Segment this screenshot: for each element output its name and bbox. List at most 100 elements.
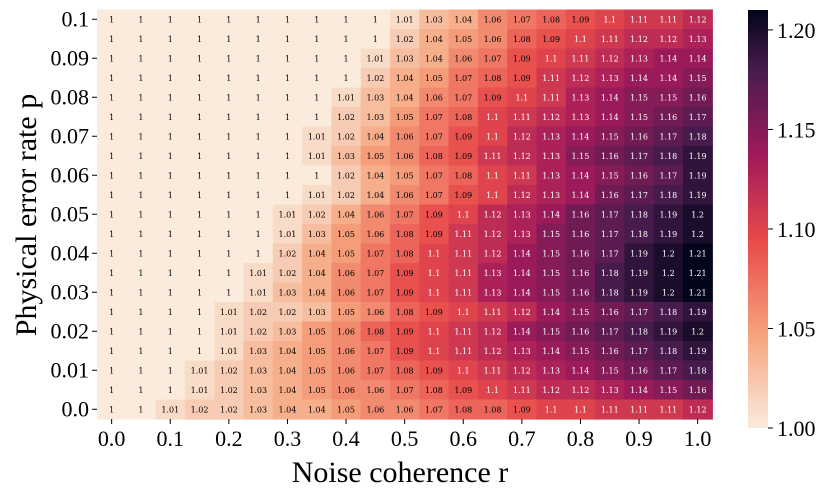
- cell-value-label: 1: [138, 74, 143, 83]
- heatmap-cell: [97, 185, 127, 206]
- heatmap-cell: [624, 146, 655, 167]
- cell-value-label: 1.17: [630, 308, 648, 317]
- heatmap-cell: [419, 341, 450, 362]
- heatmap-cell: [419, 9, 450, 30]
- cell-value-label: 1.1: [545, 54, 558, 63]
- heatmap-cell: [390, 146, 420, 167]
- heatmap-cell: [184, 9, 215, 30]
- heatmap-cell: [507, 9, 538, 30]
- heatmap-cell: [653, 224, 684, 245]
- heatmap-cell: [507, 321, 538, 342]
- heatmap-cell: [390, 302, 420, 323]
- heatmap-cell: [302, 302, 332, 323]
- heatmap-cell: [243, 126, 274, 147]
- cell-value-label: 1: [197, 210, 202, 219]
- heatmap-cell: [97, 165, 127, 186]
- cell-value-label: 1.04: [337, 210, 355, 219]
- cell-value-label: 1.11: [484, 152, 502, 161]
- cell-value-label: 1: [197, 347, 202, 356]
- heatmap-cell: [536, 302, 567, 323]
- y-tick-label: 0.09: [51, 45, 90, 70]
- heatmap-cell: [595, 399, 625, 420]
- heatmap-cell: [331, 126, 362, 147]
- heatmap-cell: [683, 68, 713, 89]
- heatmap-cell: [214, 107, 245, 128]
- heatmap-cell: [126, 204, 157, 225]
- cell-value-label: 1: [168, 386, 173, 395]
- heatmap-cell: [565, 341, 596, 362]
- cell-value-label: 1.1: [515, 93, 528, 102]
- cell-value-label: 1: [109, 74, 114, 83]
- cell-value-label: 1: [109, 249, 114, 258]
- cell-value-label: 1: [285, 74, 290, 83]
- cell-value-label: 1.07: [366, 366, 384, 375]
- cell-value-label: 1: [109, 152, 114, 161]
- cell-value-label: 1.12: [484, 347, 502, 356]
- cell-value-label: 1.04: [279, 405, 297, 414]
- heatmap-cell: [595, 185, 625, 206]
- heatmap-cell: [331, 399, 362, 420]
- cell-value-label: 1: [226, 210, 231, 219]
- heatmap-cell: [507, 68, 538, 89]
- heatmap-cell: [184, 126, 215, 147]
- cell-value-label: 1.19: [689, 308, 707, 317]
- cell-value-label: 1: [109, 113, 114, 122]
- heatmap-cell: [683, 204, 713, 225]
- heatmap-cell: [360, 321, 391, 342]
- cell-value-label: 1: [256, 74, 261, 83]
- cell-value-label: 1: [138, 386, 143, 395]
- heatmap-cell: [360, 263, 391, 284]
- heatmap-cell: [214, 380, 245, 401]
- heatmap-cell: [184, 243, 215, 264]
- heatmap-cell: [390, 185, 420, 206]
- cell-value-label: 1.17: [659, 171, 677, 180]
- cell-value-label: 1.14: [630, 74, 648, 83]
- x-tick-label: 0.2: [215, 426, 243, 451]
- cell-value-label: 1: [109, 347, 114, 356]
- heatmap-cell: [419, 263, 450, 284]
- cell-value-label: 1.11: [659, 405, 677, 414]
- cell-value-label: 1: [285, 171, 290, 180]
- heatmap-cell: [653, 263, 684, 284]
- cell-value-label: 1.1: [457, 366, 470, 375]
- heatmap-cell: [653, 341, 684, 362]
- heatmap-cell: [331, 321, 362, 342]
- heatmap-cell: [624, 68, 655, 89]
- colorbar-tick-label: 1.15: [777, 117, 816, 142]
- heatmap-cell: [448, 107, 479, 128]
- cell-value-label: 1.08: [484, 74, 502, 83]
- cell-value-label: 1.1: [574, 35, 587, 44]
- cell-value-label: 1.08: [513, 35, 531, 44]
- cell-value-label: 1.11: [630, 405, 648, 414]
- cell-value-label: 1.15: [572, 152, 590, 161]
- heatmap-cell: [477, 321, 508, 342]
- cell-value-label: 1: [109, 269, 114, 278]
- cell-value-label: 1: [197, 308, 202, 317]
- cell-value-label: 1: [197, 327, 202, 336]
- heatmap-cell: [272, 341, 303, 362]
- heatmap-cell: [97, 68, 127, 89]
- cell-value-label: 1.06: [337, 269, 355, 278]
- heatmap-cell: [243, 48, 274, 69]
- heatmap-cell: [97, 263, 127, 284]
- heatmap-cell: [536, 321, 567, 342]
- y-axis-label: Physical error rate p: [10, 94, 43, 336]
- heatmap-cell: [565, 87, 596, 108]
- cell-value-label: 1: [109, 54, 114, 63]
- cell-value-label: 1.17: [601, 230, 619, 239]
- cell-value-label: 1.16: [630, 366, 648, 375]
- heatmap-cell: [536, 204, 567, 225]
- heatmap-cell: [390, 321, 420, 342]
- y-tick-label: 0.07: [51, 123, 90, 148]
- heatmap-cell: [536, 68, 567, 89]
- cell-value-label: 1.18: [689, 132, 707, 141]
- cell-value-label: 1.1: [457, 210, 470, 219]
- cell-value-label: 1.07: [513, 15, 531, 24]
- cell-value-label: 1.11: [572, 54, 590, 63]
- colorbar-tick-label: 1.05: [777, 316, 816, 341]
- heatmap-cell: [272, 9, 303, 30]
- heatmap-cell: [360, 399, 391, 420]
- heatmap-cell: [419, 302, 450, 323]
- y-tick-label: 0.01: [51, 357, 90, 382]
- heatmap-cell: [243, 29, 274, 50]
